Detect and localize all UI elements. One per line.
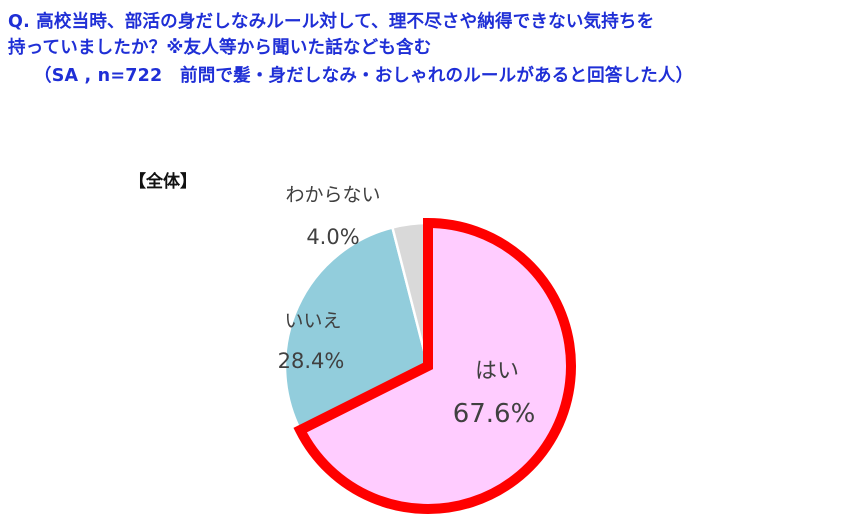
slice-label-wakaranai: わからない	[285, 184, 380, 206]
question-line-3: （SA , n=722 前問で髪・身だしなみ・おしゃれのルールがあると回答した人…	[34, 66, 694, 86]
question-line-2: 持っていましたか？※友人等から聞いた話なども含む	[8, 38, 432, 58]
slice-value-iie: 28.4%	[278, 349, 345, 373]
slice-value-hai: 67.6%	[453, 399, 536, 429]
slice-label-iie: いいえ	[284, 310, 341, 332]
slice-value-wakaranai: 4.0%	[306, 225, 359, 249]
group-label: 【全体】	[129, 172, 197, 192]
slice-label-hai: はい	[475, 359, 519, 384]
pie-slice-hai	[293, 217, 576, 514]
question-line-1: Q. 高校当時、部活の身だしなみルール対して、理不尽さや納得できない気持ちを	[8, 12, 655, 32]
